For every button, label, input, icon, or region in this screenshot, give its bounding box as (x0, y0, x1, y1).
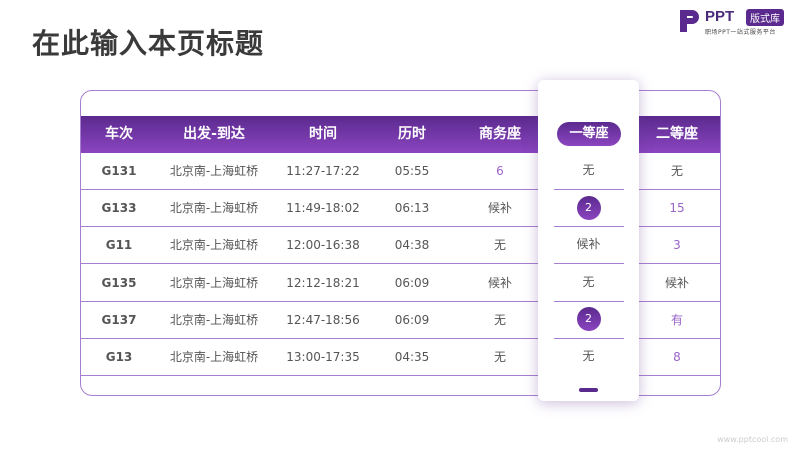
cell-business: 6 (496, 164, 504, 178)
cell-duration: 06:09 (394, 312, 430, 327)
first-class-highlight-column: 一等座 无 2 候补无 2 无 (538, 80, 639, 401)
cell-second: 3 (673, 238, 681, 253)
cell-duration: 06:09 (394, 275, 430, 290)
train-table: 车次 出发-到达 时间 历时 商务座 二等座 G131 北京南-上海虹桥 11:27-17:2… (80, 90, 721, 396)
cell-second: 15 (669, 201, 685, 216)
cell-first: 无 (538, 152, 639, 189)
cell-train: G13 (105, 350, 133, 364)
cell-route: 北京南-上海虹桥 (169, 201, 259, 216)
logo-badge: 版式库 (746, 9, 784, 26)
header-duration: 历时 (398, 126, 426, 142)
cell-first: 候补 (538, 226, 639, 263)
cell-time: 12:00-16:38 (286, 238, 360, 253)
cell-first-text: 无 (582, 349, 595, 363)
first-class-header-pill[interactable]: 一等座 (557, 122, 621, 146)
cell-first-text: 无 (582, 274, 595, 289)
cell-train: G137 (101, 312, 137, 327)
cell-business: 无 (493, 238, 506, 253)
footer-url: www.pptcool.com (717, 435, 788, 444)
cell-first-text: 无 (582, 163, 595, 177)
cell-train: G133 (101, 201, 137, 216)
cell-first: 2 (538, 189, 639, 226)
row-divider (554, 226, 624, 228)
cell-duration: 04:35 (394, 350, 430, 364)
cell-business: 候补 (487, 275, 512, 290)
table-row: G133 北京南-上海虹桥 11:49-18:02 06:13 候补 15 (81, 190, 720, 228)
seat-count-badge: 2 (576, 195, 601, 220)
cell-time: 12:12-18:21 (286, 275, 360, 290)
header-time: 时间 (309, 126, 337, 142)
row-divider (554, 300, 624, 302)
header-train: 车次 (105, 126, 133, 142)
cell-second: 有 (670, 312, 683, 327)
cell-first: 2 (538, 301, 639, 338)
header-second: 二等座 (656, 126, 698, 142)
table-row: G131 北京南-上海虹桥 11:27-17:22 05:55 6 无 (81, 153, 720, 190)
cell-route: 北京南-上海虹桥 (169, 275, 259, 290)
logo-text: PPT (705, 8, 735, 25)
cell-business: 无 (493, 312, 506, 327)
logo: PPT 版式库 职场PPT一站式服务平台 (678, 8, 794, 38)
cell-route: 北京南-上海虹桥 (169, 164, 259, 178)
cell-train: G11 (105, 238, 133, 253)
header-route: 出发-到达 (183, 126, 245, 142)
seat-count-badge: 2 (576, 307, 601, 332)
cell-business: 无 (493, 350, 506, 364)
row-divider (554, 189, 624, 190)
cell-duration: 06:13 (394, 201, 430, 216)
cell-first: 无 (538, 338, 639, 375)
cell-route: 北京南-上海虹桥 (169, 312, 259, 327)
scroll-handle[interactable] (579, 388, 598, 392)
cell-train: G131 (101, 164, 137, 178)
page-title: 在此输入本页标题 (32, 27, 265, 60)
cell-train: G135 (101, 275, 137, 290)
table-row: G11 北京南-上海虹桥 12:00-16:38 04:38 无 3 (81, 227, 720, 265)
cell-time: 13:00-17:35 (286, 350, 360, 364)
cell-second: 候补 (664, 275, 689, 290)
row-divider (554, 263, 624, 265)
logo-p-icon (680, 10, 699, 32)
cell-time: 11:27-17:22 (286, 164, 360, 178)
cell-second: 无 (670, 164, 683, 178)
cell-time: 11:49-18:02 (286, 201, 360, 216)
logo-subtitle: 职场PPT一站式服务平台 (705, 29, 776, 36)
cell-first: 无 (538, 264, 639, 301)
cell-first-text: 候补 (576, 237, 601, 252)
table-row: G137 北京南-上海虹桥 12:47-18:56 06:09 无 有 (81, 302, 720, 339)
header-business: 商务座 (479, 126, 521, 142)
table-row: G13 北京南-上海虹桥 13:00-17:35 04:35 无 8 (81, 339, 720, 376)
cell-business: 候补 (487, 201, 512, 216)
cell-duration: 04:38 (394, 238, 430, 253)
cell-second: 8 (673, 350, 681, 364)
cell-route: 北京南-上海虹桥 (169, 238, 259, 253)
cell-route: 北京南-上海虹桥 (169, 350, 259, 364)
cell-time: 12:47-18:56 (286, 312, 360, 327)
table-row: G135 北京南-上海虹桥 12:12-18:21 06:09 候补 候补 (81, 265, 720, 302)
cell-duration: 05:55 (394, 164, 430, 178)
row-divider (554, 337, 624, 339)
